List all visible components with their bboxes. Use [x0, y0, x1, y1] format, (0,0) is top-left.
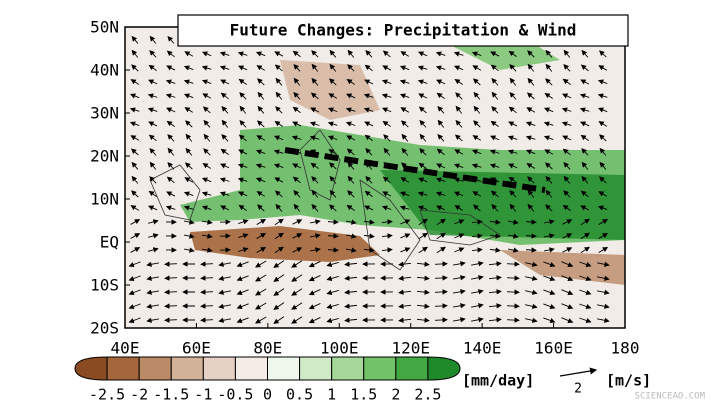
colorbar-swatch [203, 357, 235, 380]
map-title: Future Changes: Precipitation & Wind [230, 21, 577, 40]
wind-arrow [507, 292, 519, 293]
lon-label: 120E [391, 339, 430, 358]
wind-arrow [507, 264, 519, 265]
colorbar-label: -0.5 [217, 386, 253, 404]
lon-label: 60E [182, 339, 211, 358]
lat-label: 20S [90, 319, 119, 338]
lon-label: 80E [253, 339, 282, 358]
colorbar-label: 1.5 [350, 386, 377, 404]
colorbar-label: -1 [194, 386, 212, 404]
vector-key-units: [m/s] [606, 372, 651, 390]
colorbar-swatch [332, 357, 364, 380]
lat-label: 10N [90, 190, 119, 209]
colorbar-label: 0 [263, 386, 272, 404]
colorbar-swatch [428, 357, 460, 380]
colorbar-swatch [171, 357, 203, 380]
lat-label: 40N [90, 61, 119, 80]
wind-arrow [165, 306, 177, 307]
colorbar-swatch [107, 357, 139, 380]
wind-arrow [165, 292, 177, 293]
colorbar-label: 2.5 [414, 386, 441, 404]
colorbar-swatch [300, 357, 332, 380]
colorbar: -2.5 -2 -1.5 -1 -0.5 0 0.5 1 1.5 2 2.5 [75, 357, 460, 404]
vector-key-value: 2 [574, 382, 582, 397]
watermark: SCIENCEAO.COM [635, 392, 706, 402]
wind-arrow [165, 320, 177, 321]
colorbar-label: 2 [391, 386, 400, 404]
colorbar-label: -2 [130, 386, 148, 404]
lon-label: 180 [611, 339, 640, 358]
colorbar-label: -2.5 [89, 386, 125, 404]
map-field [125, 27, 625, 328]
lon-label: 140E [463, 339, 502, 358]
colorbar-swatch [364, 357, 396, 380]
wind-arrow [165, 278, 177, 279]
lat-label: 30N [90, 104, 119, 123]
colorbar-swatch [235, 357, 267, 380]
wind-arrow [507, 306, 519, 307]
lat-label: EQ [100, 233, 119, 252]
lon-label: 100E [320, 339, 359, 358]
lat-label: 50N [90, 18, 119, 37]
colorbar-label: 1 [327, 386, 336, 404]
colorbar-swatch [75, 357, 107, 380]
lon-label: 160E [534, 339, 573, 358]
colorbar-swatch [396, 357, 428, 380]
colorbar-swatch [268, 357, 300, 380]
lon-label: 40E [111, 339, 140, 358]
lat-label: 20N [90, 147, 119, 166]
vector-key-arrow [560, 370, 596, 376]
wind-arrow [165, 264, 177, 265]
wind-arrow [507, 320, 519, 321]
colorbar-units: [mm/day] [462, 372, 534, 390]
colorbar-label: 0.5 [286, 386, 313, 404]
colorbar-swatch [139, 357, 171, 380]
colorbar-label: -1.5 [153, 386, 189, 404]
lat-label: 10S [90, 276, 119, 295]
wind-arrow [507, 278, 519, 279]
